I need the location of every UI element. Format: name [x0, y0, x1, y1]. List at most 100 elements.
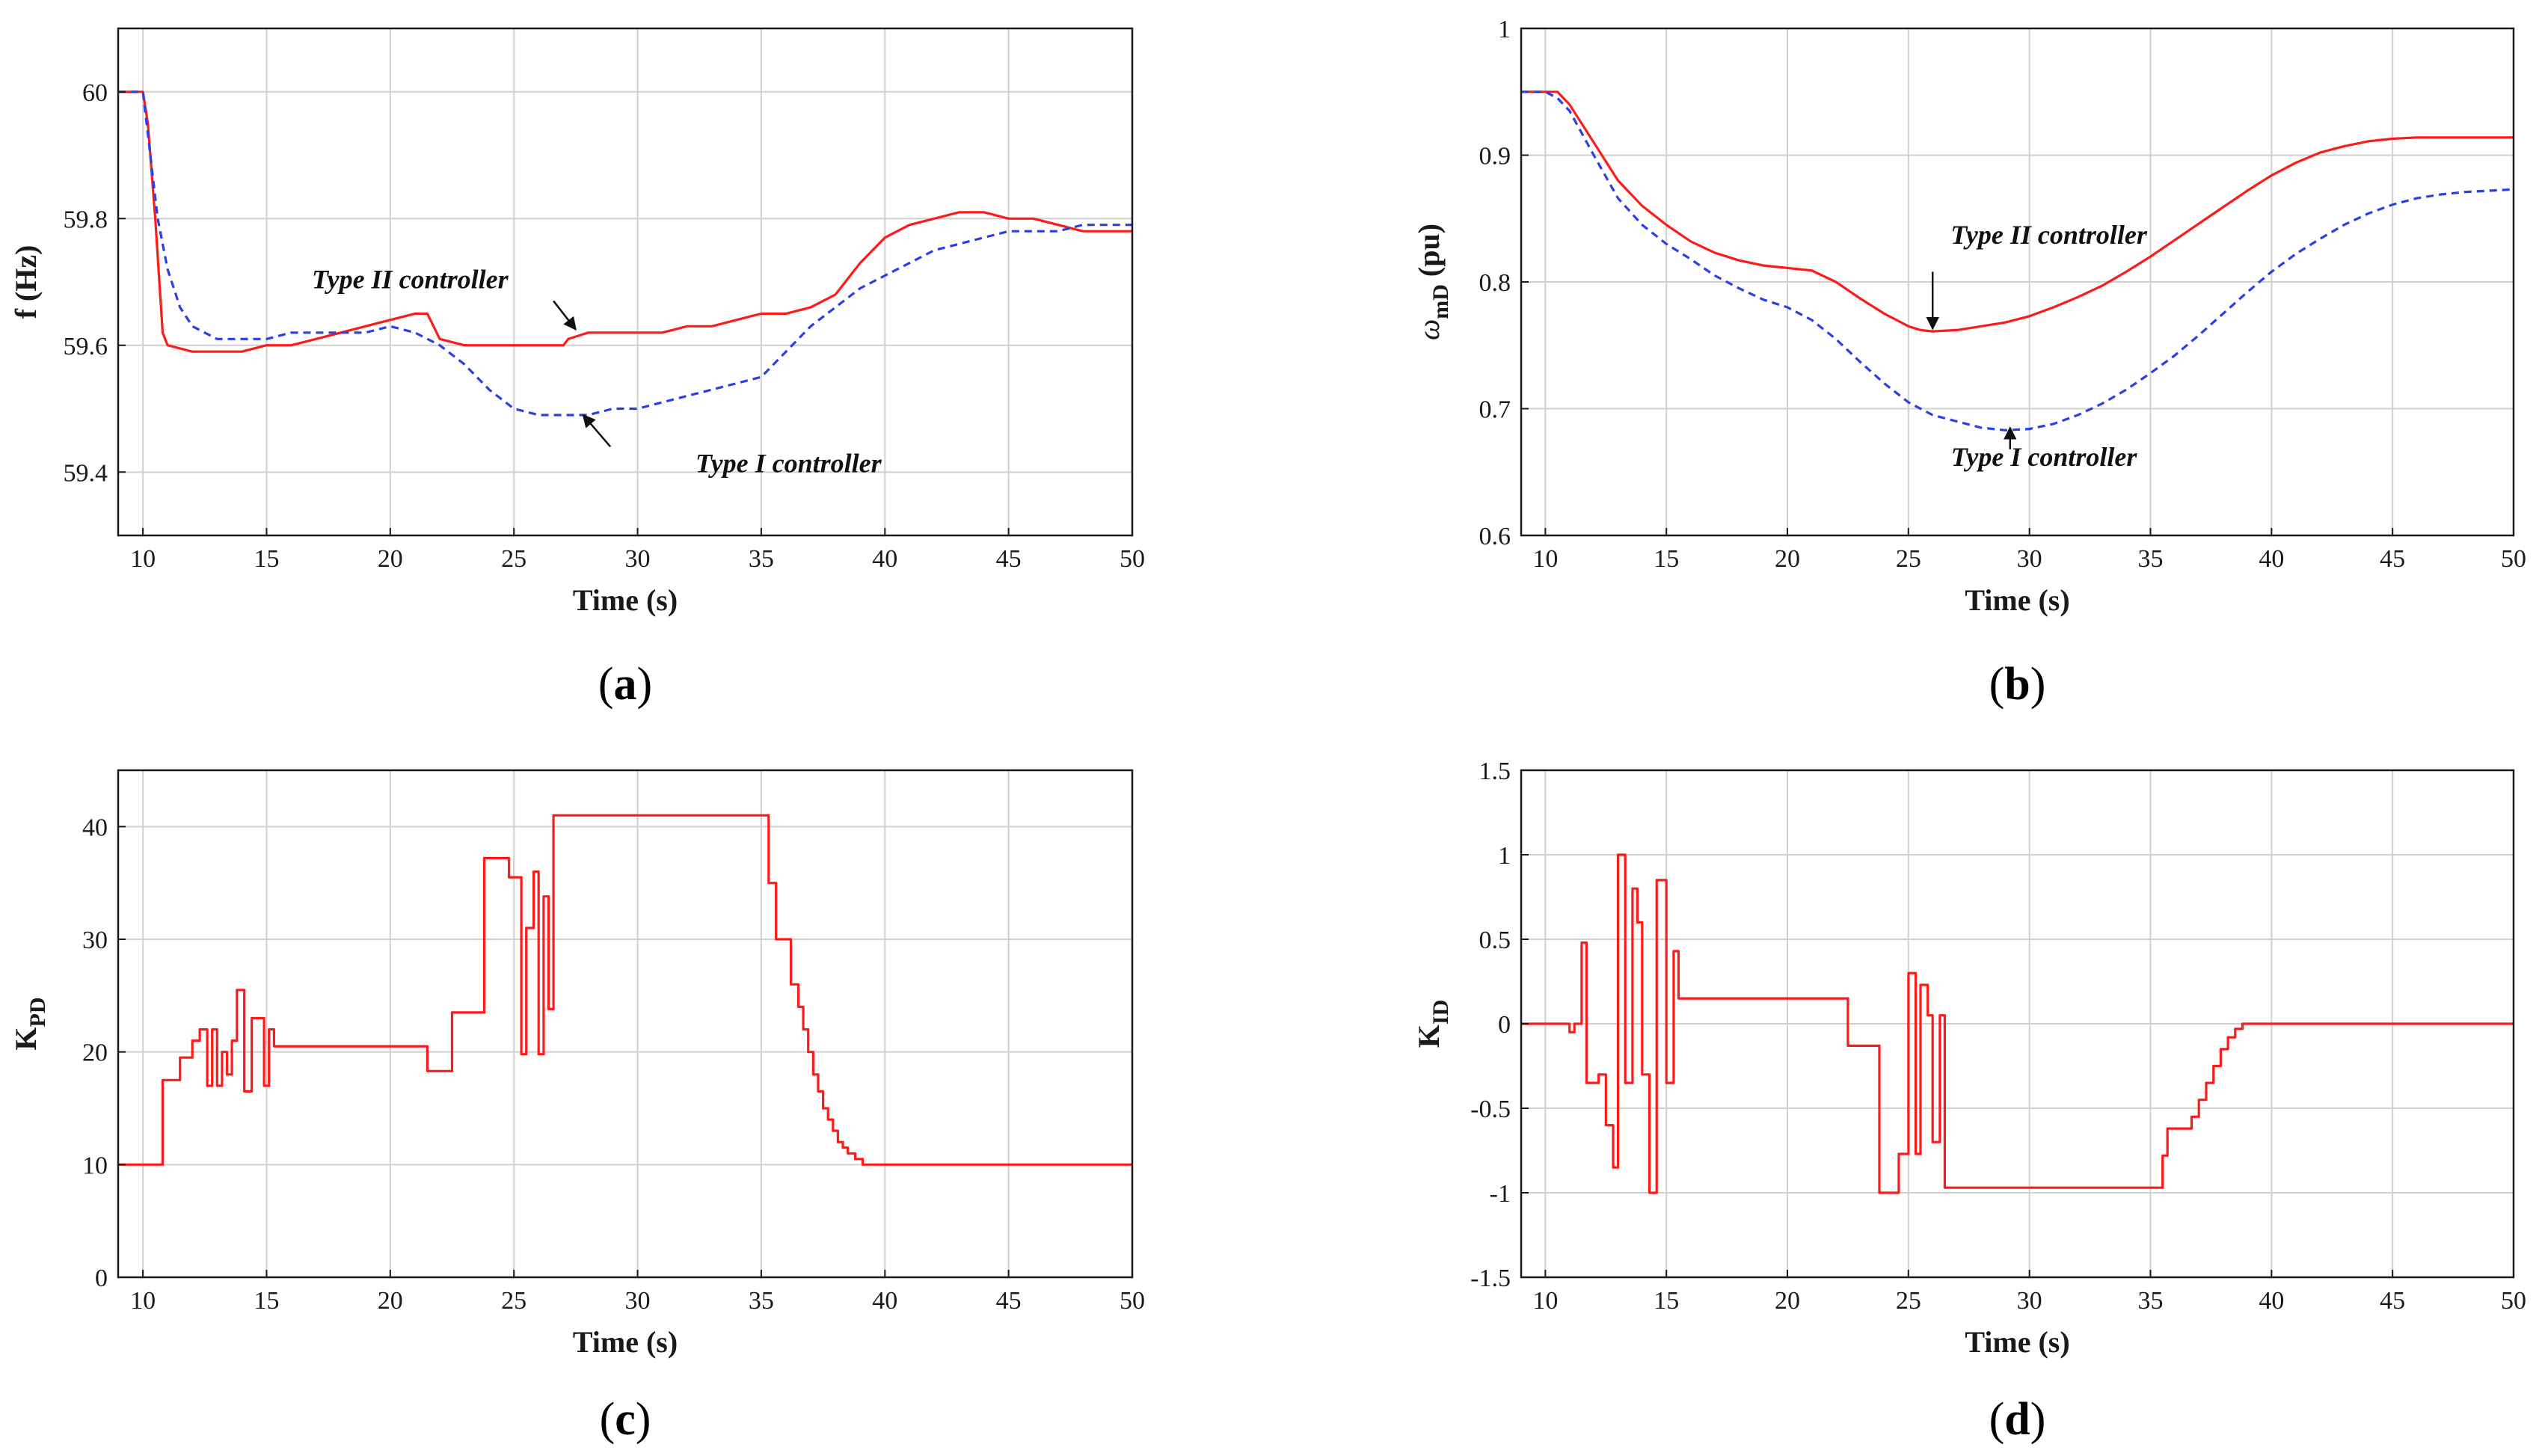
- caption-open-paren: (: [600, 1394, 615, 1445]
- caption-letter: a: [614, 659, 637, 710]
- panel-caption: (a): [598, 659, 652, 710]
- x-tick-label: 40: [872, 545, 897, 573]
- x-tick-label: 30: [2017, 1287, 2042, 1315]
- x-axis-label: Time (s): [1965, 583, 2069, 617]
- x-tick-label: 50: [2501, 545, 2526, 573]
- x-tick-label: 45: [2380, 545, 2405, 573]
- x-tick-label: 45: [2380, 1287, 2405, 1315]
- y-tick-label: 10: [82, 1152, 108, 1179]
- y-tick-label: 1: [1498, 16, 1511, 43]
- x-tick-label: 20: [1775, 545, 1800, 573]
- panel-caption: (d): [1989, 1394, 2046, 1445]
- caption-open-paren: (: [1989, 659, 2005, 710]
- caption-open-paren: (: [598, 659, 614, 710]
- x-tick-label: 30: [2017, 545, 2042, 573]
- annotation-arrow: [553, 300, 577, 331]
- y-axis-label: f (Hz): [9, 245, 43, 319]
- y-axis-label-unit: (pu): [1412, 224, 1446, 284]
- chart-d: 10 15 20 25 30 35 40 45 50 -1.5 -1 -0.5 0 0.5 1 1.5 Time…: [1412, 758, 2526, 1445]
- caption-letter: d: [2004, 1394, 2030, 1445]
- x-tick-label: 15: [1654, 1287, 1679, 1315]
- x-tick-label: 45: [996, 545, 1022, 573]
- x-tick-label: 10: [130, 1287, 156, 1315]
- x-tick-label: 15: [1654, 545, 1679, 573]
- x-tick-label: 25: [501, 545, 526, 573]
- chart-b: 10 15 20 25 30 35 40 45 50 0.6 0.7 0.8 0.9 1 Time (s) ω…: [1412, 16, 2526, 710]
- caption-letter: b: [2004, 659, 2030, 710]
- x-tick-label: 50: [1120, 545, 1145, 573]
- annotation-label: Type II controller: [1950, 220, 2148, 250]
- y-tick-label: 59.8: [64, 206, 108, 233]
- y-tick-label: 0.6: [1479, 523, 1511, 550]
- y-axis-label-main: K: [1412, 1025, 1446, 1048]
- x-tick-label: 20: [1775, 1287, 1800, 1315]
- y-axis-label: KID: [1412, 1000, 1453, 1048]
- y-axis-label: ωmD (pu): [1412, 224, 1453, 340]
- y-tick-label: 20: [82, 1039, 108, 1067]
- x-tick-label: 50: [1120, 1287, 1145, 1315]
- y-tick-label: 59.4: [64, 459, 108, 487]
- series-line-kpd: [118, 814, 1132, 1166]
- caption-close-paren: ): [2030, 659, 2046, 710]
- panel-caption: (b): [1989, 659, 2046, 710]
- y-tick-label: 0.7: [1479, 396, 1511, 424]
- y-tick-label: -1.5: [1470, 1265, 1511, 1292]
- y-tick-label: 40: [82, 814, 108, 841]
- y-axis-label: KPD: [9, 997, 50, 1050]
- annotation-label: Type I controller: [696, 448, 882, 478]
- caption-open-paren: (: [1989, 1394, 2005, 1445]
- annotation-label: Type I controller: [1951, 442, 2138, 472]
- annotation-arrow: [582, 414, 612, 448]
- caption-letter: c: [615, 1394, 636, 1445]
- x-tick-label: 15: [254, 545, 279, 573]
- y-axis-label-main: ω: [1412, 319, 1446, 340]
- y-tick-label: 0.5: [1479, 927, 1511, 954]
- x-axis-label: Time (s): [573, 1325, 678, 1359]
- y-tick-label: 60: [82, 79, 108, 107]
- x-tick-label: 35: [749, 1287, 774, 1315]
- x-tick-label: 30: [625, 545, 651, 573]
- x-axis-label: Time (s): [573, 583, 678, 617]
- chart-c: 10 15 20 25 30 35 40 45 50 0 10 20 30 40 Time (s) KPD (c…: [9, 769, 1145, 1445]
- x-tick-label: 25: [1896, 1287, 1921, 1315]
- series-line-kid: [1521, 853, 2514, 1194]
- series-line-type-ii-controller: [1521, 90, 2514, 333]
- x-tick-label: 15: [254, 1287, 279, 1315]
- y-tick-label: -1: [1490, 1180, 1511, 1208]
- y-axis-label-sub: ID: [1428, 1000, 1453, 1025]
- x-tick-label: 20: [378, 1287, 403, 1315]
- x-tick-label: 35: [2138, 545, 2164, 573]
- x-tick-label: 25: [1896, 545, 1921, 573]
- y-tick-label: 0.8: [1479, 269, 1511, 297]
- x-tick-label: 10: [1532, 1287, 1558, 1315]
- series-line-type-ii-controller: [118, 90, 1132, 353]
- x-tick-label: 40: [872, 1287, 897, 1315]
- panel-caption: (c): [600, 1394, 651, 1445]
- x-tick-label: 40: [2259, 1287, 2284, 1315]
- x-tick-label: 20: [378, 545, 403, 573]
- y-tick-label: 1: [1498, 842, 1511, 870]
- x-tick-label: 30: [625, 1287, 651, 1315]
- x-tick-label: 35: [749, 545, 774, 573]
- y-axis-label-sub: PD: [25, 997, 50, 1027]
- plot-frame: [117, 27, 1134, 537]
- x-axis-label: Time (s): [1965, 1325, 2069, 1359]
- y-tick-label: 59.6: [64, 333, 108, 360]
- caption-close-paren: ): [636, 1394, 651, 1445]
- x-tick-label: 40: [2259, 545, 2284, 573]
- y-axis-label-sub: mD: [1428, 284, 1453, 319]
- caption-close-paren: ): [637, 659, 653, 710]
- y-tick-label: 30: [82, 927, 108, 954]
- y-tick-label: 0: [95, 1265, 108, 1292]
- x-tick-label: 10: [130, 545, 156, 573]
- plot-frame: [117, 769, 1134, 1279]
- x-tick-label: 35: [2138, 1287, 2164, 1315]
- y-tick-label: -0.5: [1470, 1096, 1511, 1123]
- x-tick-label: 50: [2501, 1287, 2526, 1315]
- y-tick-label: 0.9: [1479, 143, 1511, 171]
- chart-a: 10 15 20 25 30 35 40 45 50 59.4 59.6 59.8 60 Time (s)…: [9, 27, 1145, 710]
- series-line-type-i-controller: [118, 90, 1132, 417]
- x-tick-label: 45: [996, 1287, 1022, 1315]
- y-tick-label: 1.5: [1479, 758, 1511, 785]
